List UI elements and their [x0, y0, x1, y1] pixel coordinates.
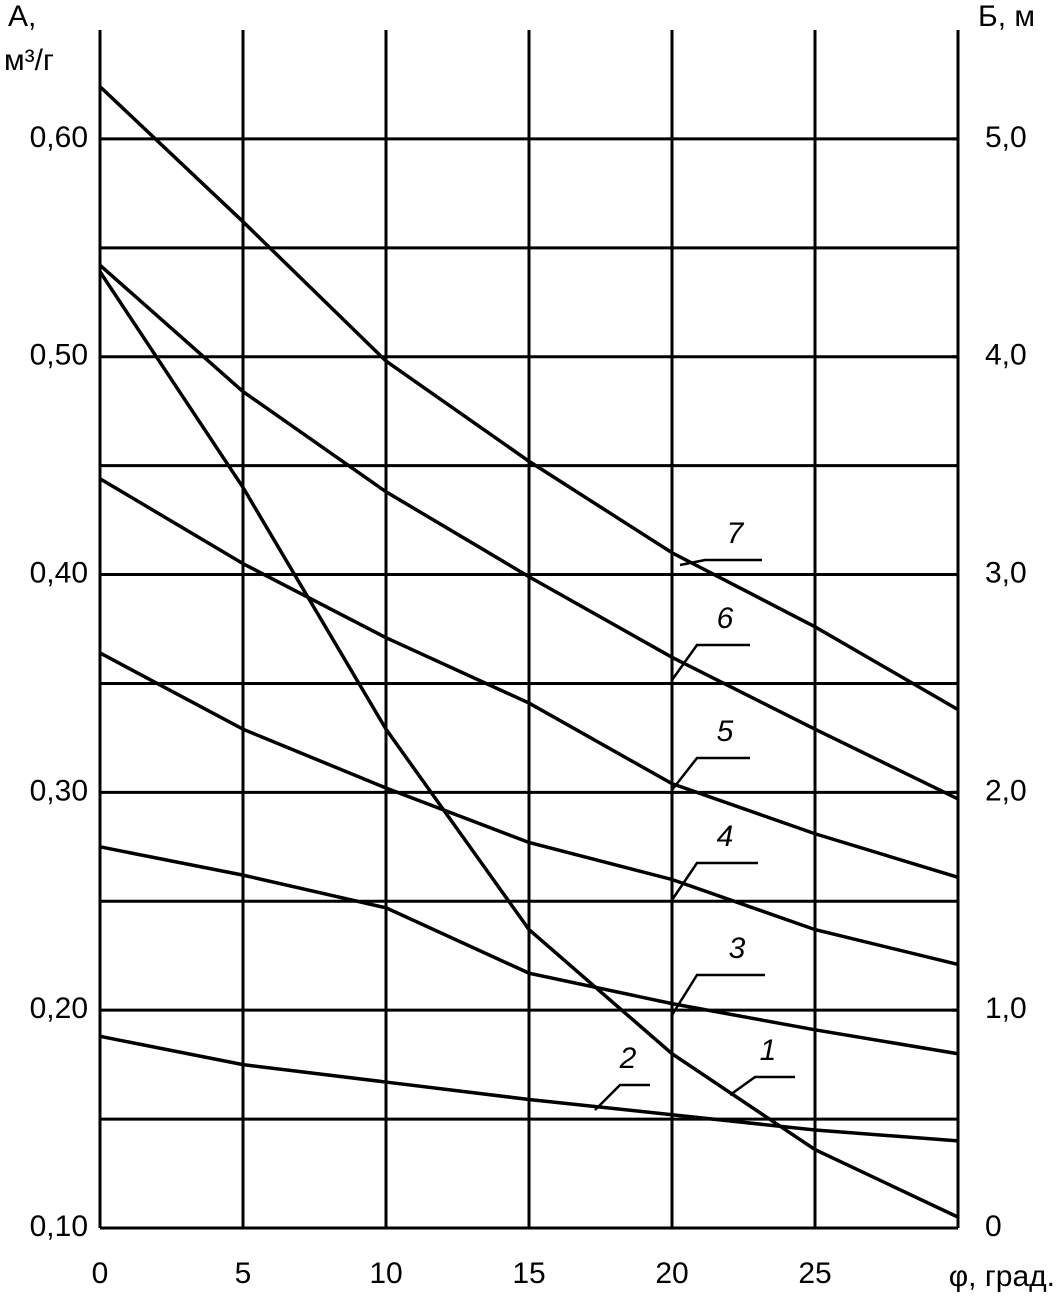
curve-label: 6 [717, 602, 734, 635]
data-line [98, 85, 959, 712]
data-line [98, 263, 959, 801]
curve-label: 3 [729, 932, 746, 965]
leader-line [594, 1083, 650, 1111]
y2-tick-label: 1,0 [985, 992, 1027, 1025]
curve-label: 7 [727, 517, 745, 550]
curve-label: 1 [760, 1034, 777, 1067]
y-tick-label: 0,20 [30, 992, 88, 1025]
y-axis-label: м³/г [4, 44, 54, 77]
data-line [99, 477, 959, 879]
x-tick-label: 0 [92, 1257, 109, 1290]
data-line [99, 1034, 959, 1143]
leader-line [671, 756, 750, 791]
y2-tick-label: 3,0 [985, 556, 1027, 589]
y2-tick-label: 5,0 [985, 121, 1027, 154]
y-tick-label: 0,10 [30, 1210, 88, 1243]
leader-line [679, 558, 762, 567]
y2-tick-label: 4,0 [985, 339, 1027, 372]
y-tick-label: 0,30 [30, 774, 88, 807]
x-tick-label: 15 [512, 1257, 545, 1290]
data-line [99, 845, 959, 1056]
x-tick-label: 10 [369, 1257, 402, 1290]
leader-line [670, 861, 758, 901]
leader-line [729, 1075, 795, 1097]
y-tick-label: 0,40 [30, 556, 88, 589]
y-tick-label: 0,60 [30, 121, 88, 154]
curve-label: 4 [717, 820, 734, 853]
y2-tick-label: 2,0 [985, 774, 1027, 807]
data-line [99, 651, 959, 967]
curve-label: 2 [619, 1042, 637, 1075]
y-axis-label: А, [8, 0, 36, 33]
x-tick-label: 5 [235, 1257, 252, 1290]
leader-line [670, 643, 750, 681]
curve-label: 5 [717, 715, 734, 748]
leader-line [670, 973, 765, 1016]
y2-tick-label: 0 [985, 1210, 1002, 1243]
data-line [98, 270, 959, 1219]
x-tick-label: 20 [655, 1257, 688, 1290]
x-axis-label: φ, град. [949, 1260, 1055, 1293]
y2-axis-label: Б, м [978, 0, 1035, 33]
x-tick-label: 25 [798, 1257, 831, 1290]
y-tick-label: 0,50 [30, 339, 88, 372]
